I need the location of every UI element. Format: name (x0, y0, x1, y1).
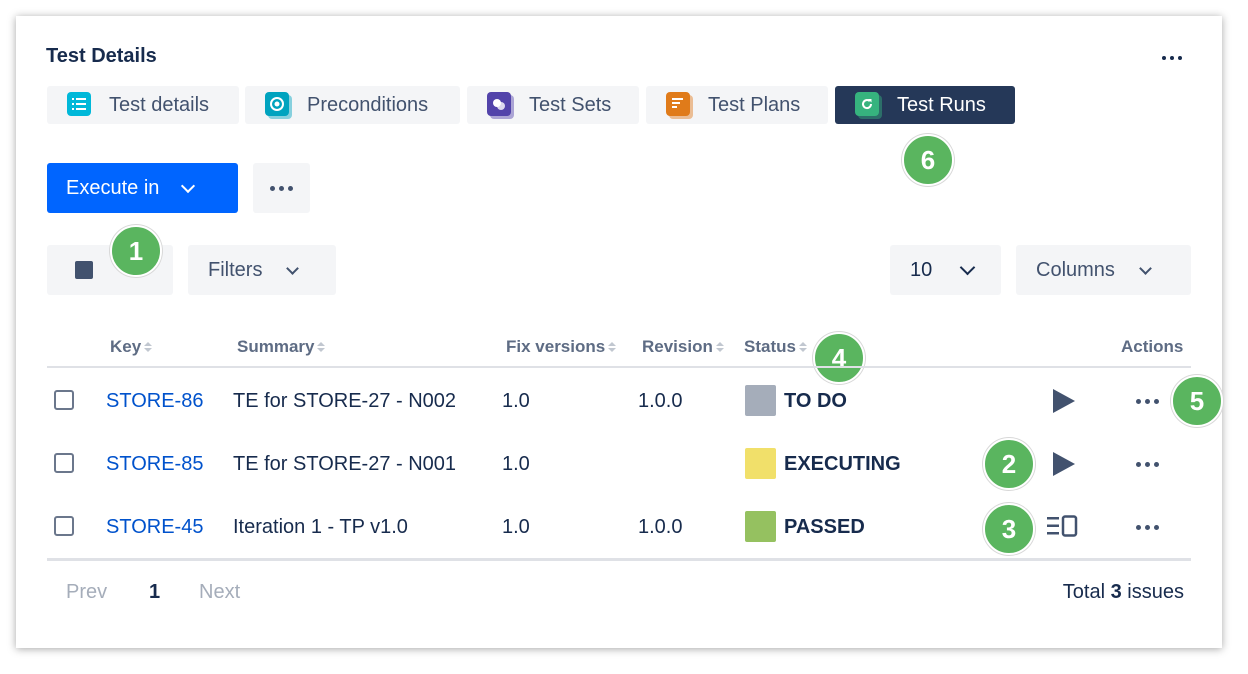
page-number-current[interactable]: 1 (149, 581, 161, 603)
tab-test-sets[interactable]: Test Sets (467, 86, 639, 124)
next-page-link[interactable]: Next (199, 581, 241, 603)
header-divider (47, 366, 1191, 368)
header-label: Revision (642, 337, 713, 356)
filters-button[interactable]: Filters (188, 245, 336, 295)
annotation-badge-5: 5 (1171, 375, 1223, 427)
prev-page-link[interactable]: Prev (66, 581, 108, 603)
issue-key-link[interactable]: STORE-86 (106, 390, 204, 412)
column-header-actions: Actions (1121, 337, 1183, 357)
annotation-badge-6: 6 (902, 134, 954, 186)
tab-label: Test details (109, 93, 210, 116)
sort-icon (715, 342, 724, 352)
header-label: Fix versions (506, 337, 606, 356)
panel-more-button[interactable] (1162, 56, 1182, 60)
execute-in-button[interactable]: Execute in (47, 163, 238, 213)
details-icon[interactable] (1046, 514, 1078, 538)
tab-test-details[interactable]: Test details (47, 86, 239, 124)
chevron-down-icon (286, 261, 300, 275)
total-count: 3 (1110, 581, 1122, 603)
columns-label: Columns (1036, 258, 1115, 281)
summary-cell: TE for STORE-27 - N001 (233, 453, 457, 475)
summary-cell: TE for STORE-27 - N002 (233, 390, 457, 412)
fix-version-cell: 1.0 (502, 453, 530, 475)
tab-test-plans[interactable]: Test Plans (646, 86, 828, 124)
tab-test-runs[interactable]: Test Runs (835, 86, 1015, 124)
sort-icon (608, 342, 617, 352)
status-color-swatch (745, 511, 776, 542)
row-more-button[interactable] (1136, 525, 1159, 530)
test-set-icon (487, 92, 514, 119)
select-all-checkbox-icon (75, 261, 93, 279)
row-checkbox[interactable] (54, 516, 74, 536)
column-header-revision[interactable]: Revision (642, 337, 724, 357)
table-bottom-divider (47, 558, 1191, 561)
tab-label: Preconditions (307, 93, 429, 116)
sort-icon (144, 342, 153, 352)
column-header-fix-versions[interactable]: Fix versions (506, 337, 617, 357)
header-label: Key (110, 337, 142, 356)
tab-label: Test Plans (708, 93, 801, 116)
annotation-badge-3: 3 (983, 503, 1035, 555)
columns-button[interactable]: Columns (1016, 245, 1191, 295)
fix-version-cell: 1.0 (502, 390, 530, 412)
status-label: EXECUTING (784, 453, 901, 475)
chevron-down-icon (959, 259, 976, 276)
row-more-button[interactable] (1136, 399, 1159, 404)
sort-icon (317, 342, 326, 352)
tab-label: Test Runs (897, 93, 986, 116)
chevron-down-icon (181, 178, 196, 194)
annotation-badge-4: 4 (813, 332, 865, 384)
header-label: Summary (237, 337, 315, 356)
revision-cell: 1.0.0 (638, 516, 683, 538)
issue-key-link[interactable]: STORE-85 (106, 453, 204, 475)
tab-preconditions[interactable]: Preconditions (245, 86, 460, 124)
column-header-key[interactable]: Key (110, 337, 153, 357)
page-size-value: 10 (910, 258, 933, 281)
fix-version-cell: 1.0 (502, 516, 530, 538)
row-checkbox[interactable] (54, 390, 74, 410)
page-size-select[interactable]: 10 (890, 245, 1001, 295)
more-icon (270, 185, 293, 191)
column-header-status[interactable]: Status (744, 337, 807, 357)
annotation-badge-2: 2 (983, 438, 1035, 490)
row-more-button[interactable] (1136, 462, 1159, 467)
tab-label: Test Sets (529, 93, 612, 116)
chevron-down-icon (1139, 261, 1152, 275)
list-icon (67, 92, 93, 118)
revision-cell: 1.0.0 (638, 390, 683, 412)
precondition-icon (265, 92, 292, 119)
play-icon[interactable] (1053, 389, 1075, 413)
sort-icon (798, 342, 807, 352)
annotation-badge-1: 1 (110, 225, 162, 277)
total-issues: Total 3 issues (1063, 581, 1184, 604)
panel-title: Test Details (46, 45, 157, 67)
test-details-panel: Test Details Test details Preconditions (16, 16, 1223, 648)
play-icon[interactable] (1053, 452, 1075, 476)
column-header-summary[interactable]: Summary (237, 337, 326, 357)
status-color-swatch (745, 385, 776, 416)
total-prefix: Total (1062, 581, 1106, 603)
summary-cell: Iteration 1 - TP v1.0 (233, 516, 408, 538)
test-run-icon (855, 92, 882, 119)
header-label: Actions (1121, 337, 1184, 356)
issue-key-link[interactable]: STORE-45 (106, 516, 204, 538)
toolbar-more-button[interactable] (253, 163, 310, 213)
execute-in-label: Execute in (66, 176, 160, 199)
status-label: PASSED (784, 516, 865, 538)
total-suffix: issues (1127, 581, 1184, 603)
status-color-swatch (745, 448, 776, 479)
row-checkbox[interactable] (54, 453, 74, 473)
header-label: Status (744, 337, 796, 356)
test-plan-icon (666, 92, 693, 119)
status-label: TO DO (784, 390, 847, 412)
filters-label: Filters (208, 258, 263, 281)
